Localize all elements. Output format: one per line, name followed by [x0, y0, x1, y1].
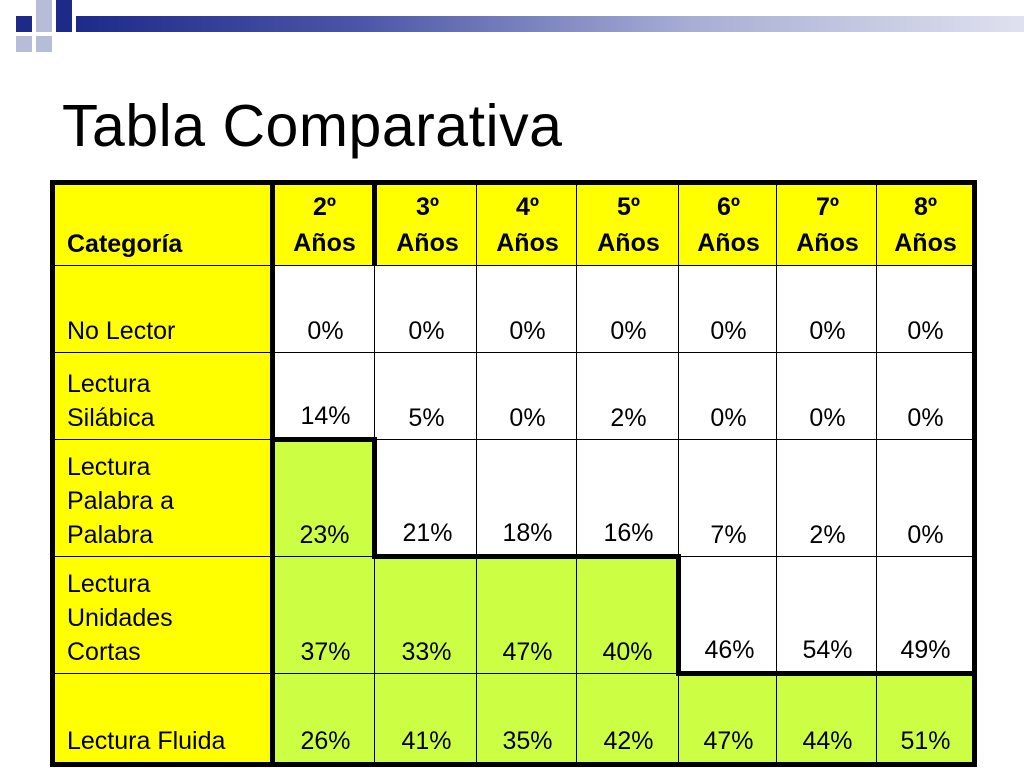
cell-text-line: 6º [716, 193, 741, 221]
value-cell: 0% [476, 352, 577, 440]
slide-title: Tabla Comparativa [62, 93, 563, 159]
value-cell: 16% [576, 439, 679, 557]
value-cell: 0% [876, 352, 977, 440]
cell-text-line: Palabra [67, 521, 154, 549]
decor-square-2 [36, 0, 52, 16]
value-cell: 18% [476, 439, 577, 557]
decor-top-bar [76, 16, 1024, 32]
value-cell: 33% [374, 554, 477, 674]
value-cell: 51% [876, 671, 977, 767]
cell-text-line: Lectura Fluida [67, 727, 226, 755]
cell-text-line: Años [496, 229, 559, 257]
cell-text-line: 8º [913, 193, 938, 221]
decor-square-8 [16, 0, 32, 12]
decor-square-3 [56, 0, 72, 16]
cell-text-line: Años [293, 229, 356, 257]
value-cell: 5% [374, 352, 477, 440]
cell-text-line: Años [894, 229, 957, 257]
row-category: Lectura Silábica [50, 352, 275, 440]
value-cell: 47% [678, 671, 777, 767]
table-row: Lectura Silábica 14% 5% 0% 2% 0% 0% 0% [50, 352, 977, 440]
value-cell: 41% [374, 673, 477, 767]
cell-text-line: Lectura [67, 370, 151, 398]
value-cell: 0% [876, 265, 977, 353]
value-cell: 14% [272, 352, 375, 440]
comparison-table: Categoría 2º Años 3º Años 4º Años 5º Años 6º Años 7… [50, 180, 977, 767]
header-year-3: 3º Años [374, 180, 477, 266]
table-row: No Lector 0% 0% 0% 0% 0% 0% 0% [50, 265, 977, 353]
value-cell: 2% [576, 352, 679, 440]
decor-square-5 [56, 16, 72, 32]
value-cell: 23% [272, 437, 377, 557]
value-cell: 49% [876, 556, 977, 674]
header-year-8: 8º Años [876, 180, 977, 266]
header-year-4: 4º Años [476, 180, 577, 266]
cell-text-line: Años [796, 229, 859, 257]
cell-text-line: Lectura [67, 570, 151, 598]
value-cell: 37% [272, 556, 375, 674]
cell-text-line: Categoría [67, 230, 183, 258]
cell-text-line: 3º [415, 193, 440, 221]
value-cell: 21% [374, 439, 477, 557]
value-cell: 35% [476, 673, 577, 767]
value-cell: 40% [576, 554, 681, 674]
value-cell: 0% [576, 265, 679, 353]
table-row: Lectura Palabra a Palabra 23% 21% 18% 16% 7% 2% 0… [50, 437, 977, 557]
value-cell: 0% [776, 265, 877, 353]
value-cell: 7% [678, 439, 777, 557]
cell-text-line: 7º [815, 193, 840, 221]
cell-text-line: 2º [312, 193, 337, 221]
value-cell: 0% [876, 439, 977, 557]
cell-text-line: 5º [616, 193, 641, 221]
row-category: Lectura Palabra a Palabra [50, 439, 275, 557]
cell-text-line: Años [396, 229, 459, 257]
value-cell: 0% [678, 352, 777, 440]
decor-square-1 [16, 16, 32, 32]
value-cell: 2% [776, 439, 877, 557]
row-category: Lectura Unidades Cortas [50, 556, 275, 674]
cell-text-line: Silábica [67, 404, 155, 432]
table-row: Lectura Unidades Cortas 37% 33% 47% 40% 46% 54% 4… [50, 554, 977, 674]
header-year-6: 6º Años [678, 180, 777, 266]
header-category: Categoría [50, 180, 275, 266]
table-header-row: Categoría 2º Años 3º Años 4º Años 5º Años 6º Años 7… [50, 180, 977, 266]
cell-text-line: Lectura [67, 453, 151, 481]
header-year-2: 2º Años [272, 180, 377, 266]
cell-text-line: No Lector [67, 317, 176, 345]
value-cell: 0% [476, 265, 577, 353]
cell-text-line: Palabra a [67, 487, 175, 515]
value-cell: 0% [776, 352, 877, 440]
cell-text-line: 4º [515, 193, 540, 221]
row-category: Lectura Fluida [50, 673, 275, 767]
cell-text-line: Años [697, 229, 760, 257]
decor-square-4 [36, 16, 52, 32]
decor-square-7 [36, 36, 52, 52]
header-year-7: 7º Años [776, 180, 877, 266]
value-cell: 26% [272, 673, 375, 767]
row-category: No Lector [50, 265, 275, 353]
value-cell: 44% [776, 671, 877, 767]
value-cell: 0% [374, 265, 477, 353]
cell-text-line: Años [597, 229, 660, 257]
cell-text-line: Unidades [67, 604, 173, 632]
value-cell: 54% [776, 556, 877, 674]
cell-text-line: Cortas [67, 638, 141, 666]
value-cell: 42% [576, 673, 679, 767]
header-year-5: 5º Años [576, 180, 679, 266]
decor-square-6 [16, 36, 32, 52]
value-cell: 0% [678, 265, 777, 353]
value-cell: 47% [476, 554, 577, 674]
table-row: Lectura Fluida 26% 41% 35% 42% 47% 44% 51% [50, 671, 977, 767]
value-cell: 0% [272, 265, 375, 353]
value-cell: 46% [678, 556, 777, 674]
